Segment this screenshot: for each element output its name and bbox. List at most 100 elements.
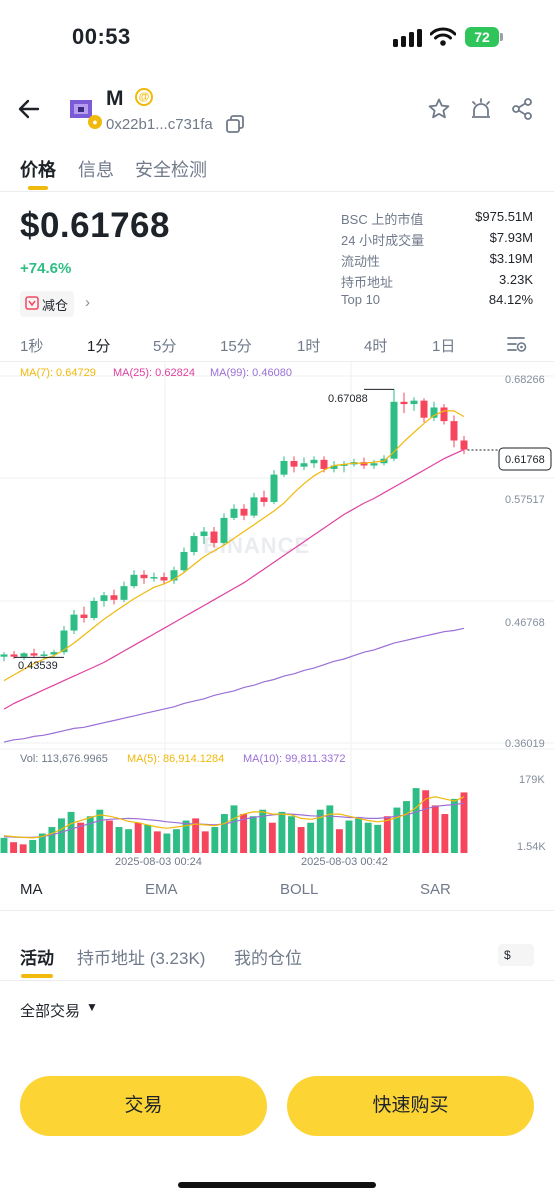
- volume-bar: [230, 805, 238, 853]
- chart-settings-icon[interactable]: [506, 334, 528, 354]
- currency-toggle[interactable]: $: [498, 944, 534, 966]
- low-label: 0.43539: [18, 660, 58, 672]
- volume-bar: [307, 822, 315, 853]
- indicator-boll[interactable]: BOLL: [280, 881, 319, 898]
- candle-body: [260, 497, 268, 502]
- divider: [0, 191, 554, 192]
- candle-body: [20, 653, 28, 657]
- volume-bar: [67, 811, 75, 853]
- candle-body: [130, 574, 138, 587]
- candle-body: [240, 508, 248, 516]
- tab-security[interactable]: 安全检测: [135, 160, 207, 180]
- tab-my-position[interactable]: 我的仓位: [234, 949, 302, 968]
- candle-body: [0, 654, 8, 657]
- reduce-position-button[interactable]: [20, 291, 74, 317]
- stat-value: $975.51M: [475, 209, 533, 224]
- at-badge-icon: @: [135, 88, 153, 106]
- caret-down-icon[interactable]: ▼: [86, 1000, 98, 1014]
- star-icon[interactable]: [427, 97, 451, 121]
- volume-bar: [422, 790, 430, 853]
- interval-15m[interactable]: 15分: [220, 338, 252, 355]
- interval-1s[interactable]: 1秒: [20, 338, 44, 355]
- volume-bar: [211, 827, 219, 853]
- volume-bar: [48, 827, 56, 853]
- volume-bar: [77, 822, 85, 853]
- indicator-ema[interactable]: EMA: [145, 881, 178, 898]
- alert-icon[interactable]: [469, 96, 493, 122]
- volume-bar: [412, 788, 420, 853]
- candle-body: [210, 531, 218, 543]
- copy-icon[interactable]: [226, 115, 244, 133]
- battery-cap: [500, 33, 503, 41]
- tab-info[interactable]: 信息: [78, 160, 114, 180]
- volume-bar: [19, 844, 27, 853]
- interval-1m[interactable]: 1分: [87, 338, 111, 355]
- volume-bar: [297, 827, 305, 853]
- chevron-right-icon[interactable]: ›: [85, 294, 90, 311]
- token-logo-icon: [70, 100, 92, 118]
- candle-body: [140, 574, 148, 579]
- volume-bar: [383, 816, 391, 853]
- volume-bar: [249, 816, 257, 853]
- vol-ma5-line: [3, 796, 465, 839]
- volume-bar: [460, 792, 468, 853]
- candle-body: [410, 400, 418, 405]
- candle-body: [430, 407, 438, 418]
- stat-value: $7.93M: [489, 230, 533, 245]
- volume-legend: Vol: 113,676.9965: [20, 753, 108, 765]
- share-icon[interactable]: [510, 97, 534, 121]
- volume-bar: [201, 831, 209, 853]
- candle-body: [450, 421, 458, 441]
- reduce-label: 减仓: [42, 298, 69, 313]
- candle-body: [110, 595, 118, 600]
- volume-bar: [355, 818, 363, 853]
- tab-holders[interactable]: 持币地址 (3.23K): [77, 949, 206, 968]
- candle-body: [340, 464, 348, 466]
- interval-4h[interactable]: 4时: [364, 338, 388, 355]
- tab-activity[interactable]: 活动: [20, 949, 54, 968]
- vol-ma5-legend: MA(5): 86,914.1284: [127, 753, 224, 765]
- candle-body: [370, 463, 378, 466]
- candle-body: [120, 586, 128, 600]
- current-price-tag: [498, 447, 552, 471]
- candle-body: [170, 570, 178, 581]
- volume-bar: [316, 809, 324, 853]
- candle-body: [160, 577, 168, 581]
- ma7-legend: MA(7): 0.64729: [20, 367, 96, 379]
- volume-bar: [364, 822, 372, 853]
- candle-body: [320, 459, 328, 469]
- chain-badge-icon: ●: [88, 115, 102, 129]
- candle-body: [30, 653, 38, 656]
- trade-filter[interactable]: 全部交易: [20, 1003, 81, 1020]
- x-axis-label: 2025-08-03 00:24: [115, 856, 202, 868]
- tab-price[interactable]: 价格: [20, 160, 56, 180]
- candle-body: [200, 531, 208, 537]
- candle-body: [220, 517, 228, 543]
- candle-body: [330, 465, 338, 469]
- volume-tick-label: 1.54K: [517, 841, 546, 853]
- volume-bar: [38, 833, 46, 853]
- volume-bar: [96, 809, 104, 853]
- trade-button[interactable]: 交易: [20, 1076, 267, 1136]
- indicator-ma[interactable]: MA: [20, 881, 43, 898]
- interval-1h[interactable]: 1时: [297, 338, 321, 355]
- volume-bar: [163, 833, 171, 853]
- activity-tab-underline: [21, 974, 53, 978]
- current-price-tag-label: 0.61768: [505, 454, 545, 466]
- candlestick-chart[interactable]: BINANCE MA(7): 0.64729 MA(25): 0.62824 MA(…: [0, 362, 554, 870]
- candle-body: [440, 407, 448, 422]
- quick-buy-button[interactable]: 快速购买: [287, 1076, 534, 1136]
- token-address: 0x22b1...c731fa: [106, 116, 213, 133]
- ma25-legend: MA(25): 0.62824: [113, 367, 195, 379]
- stat-value: 3.23K: [499, 272, 533, 287]
- y-tick-label: 0.46768: [505, 617, 545, 629]
- candle-body: [10, 654, 18, 657]
- volume-bar: [259, 809, 267, 853]
- interval-5m[interactable]: 5分: [153, 338, 177, 355]
- back-arrow-icon[interactable]: [17, 97, 41, 121]
- x-axis-label: 2025-08-03 00:42: [301, 856, 388, 868]
- current-price: $0.61768: [20, 206, 170, 245]
- interval-1d[interactable]: 1日: [432, 338, 456, 355]
- volume-bar: [105, 820, 113, 853]
- indicator-sar[interactable]: SAR: [420, 881, 451, 898]
